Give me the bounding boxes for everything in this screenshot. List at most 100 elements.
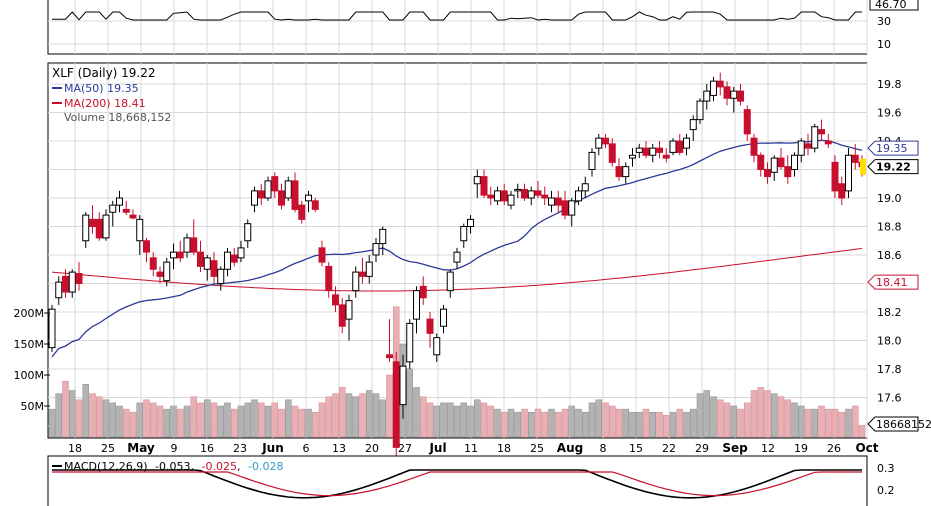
volume-bar — [480, 402, 488, 438]
volume-bar — [757, 387, 764, 438]
candle-body — [487, 194, 495, 199]
price-tags: 19.35 19.22 18.41 18668152 — [860, 140, 931, 432]
candle-body — [136, 218, 144, 242]
volume-bar — [163, 408, 170, 438]
volume-bar — [602, 402, 609, 438]
candle-body — [757, 154, 765, 170]
volume-bar — [82, 384, 89, 438]
candle-body — [554, 197, 562, 206]
volume-bar — [453, 405, 461, 438]
x-axis-label: 20 — [365, 442, 379, 455]
x-axis-label: 23 — [233, 442, 247, 455]
volume-bar — [507, 408, 515, 438]
candle-body — [622, 166, 630, 178]
x-axis-label: Jul — [428, 441, 446, 455]
volume-bar — [298, 408, 305, 438]
volume-bar — [433, 405, 440, 438]
volume-bar — [420, 396, 427, 438]
price-axis-label: 19.6 — [877, 107, 902, 120]
candle-body — [82, 214, 90, 242]
candle-body — [163, 261, 171, 282]
volume-bar — [595, 399, 602, 438]
volume-bar — [379, 399, 386, 438]
volume-bar — [784, 399, 791, 438]
x-axis-label: 16 — [200, 442, 214, 455]
volume-bar — [777, 396, 785, 438]
candle-body — [527, 190, 535, 199]
volume-bar — [109, 402, 116, 438]
price-axis-label: 18.0 — [877, 335, 902, 348]
candle-body — [514, 188, 522, 192]
price-tag: 19.22 — [860, 158, 919, 175]
volume-bar — [636, 411, 643, 438]
candle-body — [656, 147, 663, 153]
volume-bar — [474, 399, 481, 438]
volume-bar — [312, 411, 319, 438]
candle-body — [676, 140, 684, 153]
volume-bar — [852, 405, 859, 438]
candle-body — [197, 251, 204, 267]
volume-bar — [55, 393, 62, 438]
volume-bar — [386, 374, 393, 438]
candle-body — [689, 119, 697, 131]
macd-value-2: -0.025 — [202, 460, 237, 473]
rsi-level-label-10: 10 — [877, 38, 891, 51]
volume-bar — [183, 405, 191, 438]
candle-body — [75, 273, 83, 284]
last-price-marker — [860, 158, 866, 175]
volume-bar — [62, 380, 69, 438]
price-axis-label: 19.8 — [877, 78, 902, 91]
x-axis-label: Jun — [261, 441, 284, 455]
candle-body — [473, 176, 481, 185]
volume-bar — [798, 405, 805, 438]
volume-bar — [642, 408, 650, 438]
volume-bar — [804, 408, 812, 438]
candle-body — [460, 226, 468, 242]
volume-bar — [528, 411, 535, 438]
volume-bar — [696, 393, 704, 438]
candle-body — [129, 214, 137, 219]
price-tag-box — [867, 416, 919, 432]
candle-body — [851, 154, 859, 163]
price-axis-label: 18.2 — [877, 306, 902, 319]
candle-body — [399, 365, 407, 406]
macd-legend: MACD(12,26,9) -0.053, -0.025, -0.028 — [64, 460, 283, 473]
price-panel: XLF (Daily) 19.22 MA(50) 19.35 MA(200) 1… — [14, 62, 931, 469]
rsi-panel: 46.70 30 10 — [47, 0, 919, 55]
price-axis-label: 17.8 — [877, 363, 902, 376]
volume-bar — [744, 402, 751, 438]
volume-bar — [190, 396, 197, 438]
candle-body — [500, 190, 508, 202]
volume-bar — [136, 402, 143, 438]
volume-bar — [501, 411, 508, 438]
volume-bar — [447, 402, 454, 438]
macd-signal-line — [52, 471, 862, 497]
volume-bar — [622, 408, 629, 438]
price-tag-box — [867, 140, 919, 156]
rsi-line — [52, 11, 862, 21]
candle-body — [217, 268, 225, 284]
volume-bar — [514, 411, 521, 438]
price-tag: 18.41 — [867, 274, 919, 290]
candles — [48, 72, 866, 469]
volume-bar — [588, 402, 596, 438]
candle-body — [440, 308, 447, 327]
candle-body — [615, 166, 623, 178]
rsi-grid — [48, 0, 868, 54]
candle-body — [62, 275, 69, 293]
x-axis-label: 11 — [464, 442, 478, 455]
volume-bar — [291, 405, 299, 438]
volume-bar — [791, 402, 798, 438]
x-axis-label: 19 — [794, 442, 808, 455]
volume-bar — [123, 408, 130, 438]
candle-body — [338, 304, 346, 327]
candle-body — [764, 169, 771, 178]
candle-body — [811, 126, 819, 149]
candle-body — [797, 140, 805, 156]
candle-body — [743, 109, 751, 135]
candle-body — [568, 200, 576, 216]
candle-body — [548, 197, 555, 206]
x-axis: 18 25 May 9 16 23 Jun 6 13 20 27 Jul 11 18 25 Aug 8 15 22 2… — [68, 441, 879, 455]
price-tag: 19.35 — [867, 140, 919, 156]
